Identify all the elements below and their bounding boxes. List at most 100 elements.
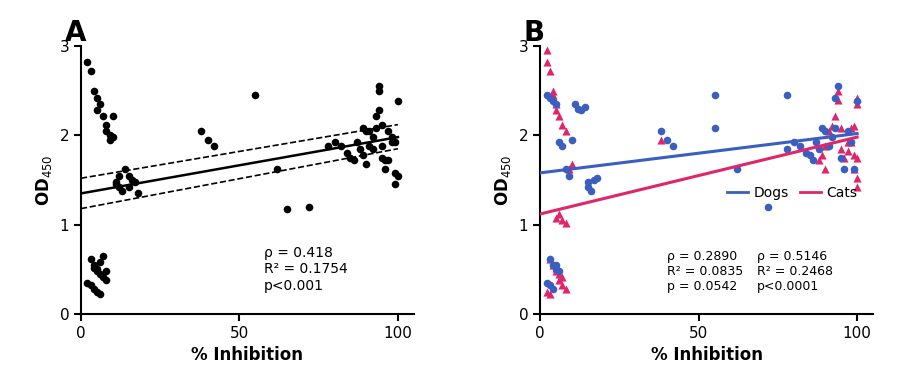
Point <box>378 166 392 172</box>
Point <box>809 139 824 146</box>
Point <box>359 128 374 134</box>
Point <box>368 113 382 119</box>
Point <box>552 211 566 217</box>
Point <box>90 268 104 274</box>
Point <box>93 259 107 265</box>
Point <box>90 107 104 113</box>
Point <box>543 291 557 298</box>
Point <box>93 101 107 107</box>
Point <box>837 166 851 172</box>
Point <box>388 139 402 146</box>
Point <box>707 125 722 131</box>
Point <box>391 172 405 178</box>
Point <box>122 184 136 190</box>
Point <box>545 286 560 292</box>
Point <box>555 217 570 223</box>
Point <box>86 265 101 271</box>
Point <box>834 146 849 152</box>
Point <box>806 157 820 164</box>
Point <box>539 59 554 65</box>
Point <box>539 92 554 98</box>
Y-axis label: OD$_{450}$: OD$_{450}$ <box>493 154 513 206</box>
Text: ρ = 0.418
R² = 0.1754
p<0.001: ρ = 0.418 R² = 0.1754 p<0.001 <box>264 246 347 293</box>
Point <box>270 166 284 172</box>
Point <box>761 204 776 210</box>
Point <box>372 107 386 113</box>
Point <box>543 68 557 74</box>
Point <box>80 280 94 286</box>
Point <box>86 88 101 94</box>
Point <box>128 179 142 185</box>
Point <box>549 107 563 113</box>
Point <box>841 148 855 154</box>
Point <box>375 143 390 149</box>
Point <box>362 128 376 134</box>
Point <box>130 190 145 196</box>
Point <box>90 266 104 272</box>
Point <box>831 83 845 89</box>
Point <box>837 155 851 161</box>
Point <box>84 68 98 74</box>
Point <box>99 277 113 283</box>
Point <box>356 125 370 131</box>
Point <box>84 282 98 288</box>
Point <box>112 184 126 190</box>
Point <box>847 123 861 129</box>
Point <box>666 143 680 149</box>
Point <box>372 88 386 94</box>
Text: A: A <box>65 19 86 47</box>
Point <box>793 143 807 149</box>
Point <box>572 105 586 111</box>
Point <box>653 128 668 134</box>
Point <box>828 125 842 131</box>
Point <box>539 289 554 295</box>
Point <box>84 255 98 262</box>
Point <box>543 95 557 101</box>
Point <box>653 137 668 143</box>
Point <box>803 152 817 158</box>
Point <box>356 152 370 158</box>
Point <box>340 150 355 156</box>
Point <box>103 132 117 138</box>
Point <box>334 143 348 149</box>
Point <box>112 172 126 178</box>
Point <box>549 265 563 271</box>
Point <box>248 92 263 98</box>
Point <box>850 184 864 190</box>
Point <box>346 157 361 164</box>
Point <box>368 125 382 131</box>
Point <box>815 125 830 131</box>
Point <box>730 166 744 172</box>
Point <box>372 83 386 89</box>
Point <box>818 143 832 149</box>
Point <box>831 88 845 94</box>
Point <box>545 262 560 268</box>
Point <box>834 125 849 131</box>
Point <box>280 206 294 212</box>
Point <box>105 134 120 140</box>
Text: ρ = 0.5146
R² = 0.2468
p<0.0001: ρ = 0.5146 R² = 0.2468 p<0.0001 <box>757 250 832 293</box>
Point <box>359 161 374 167</box>
Point <box>824 123 839 129</box>
Y-axis label: OD$_{450}$: OD$_{450}$ <box>34 154 54 206</box>
Point <box>103 137 117 143</box>
Point <box>587 177 601 183</box>
Text: B: B <box>524 19 544 47</box>
X-axis label: % Inhibition: % Inhibition <box>651 346 762 364</box>
Point <box>552 277 566 283</box>
Point <box>841 128 855 134</box>
Point <box>574 107 589 113</box>
Point <box>843 139 858 146</box>
Point <box>99 121 113 128</box>
Point <box>375 121 390 128</box>
Point <box>564 161 579 167</box>
Point <box>99 128 113 134</box>
Point <box>115 188 130 194</box>
Point <box>590 175 605 181</box>
Point <box>555 273 570 280</box>
Point <box>707 92 722 98</box>
Point <box>555 121 570 128</box>
Point <box>543 282 557 288</box>
Point <box>558 166 572 172</box>
Point <box>850 175 864 181</box>
